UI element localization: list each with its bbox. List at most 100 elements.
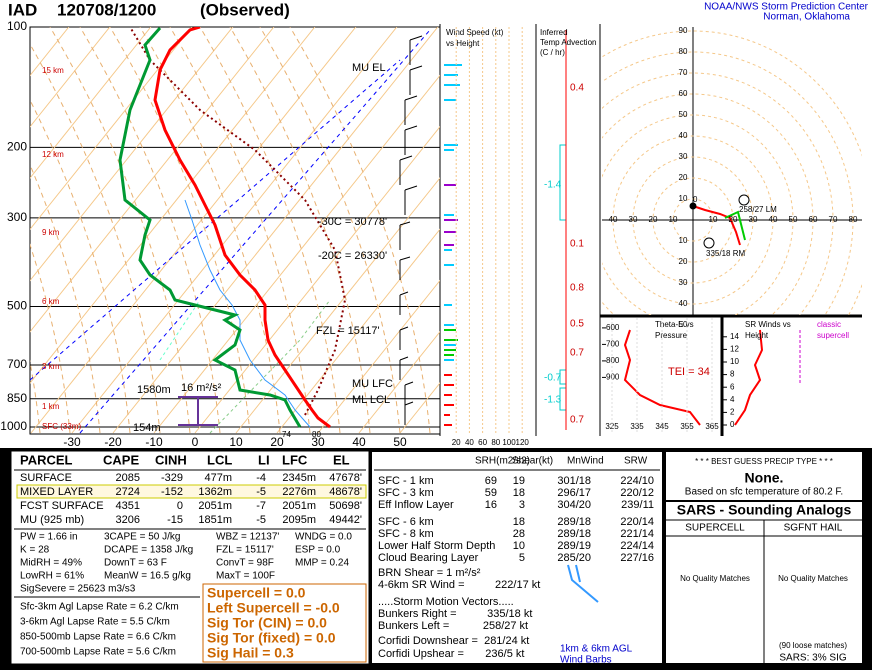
- annotation: 80: [312, 430, 321, 439]
- isotherm: [30, 27, 316, 384]
- label: 4: [730, 395, 735, 404]
- label: K = 28: [20, 545, 50, 556]
- label: SURFACE: [20, 472, 72, 484]
- label: WBZ = 12137': [216, 532, 279, 543]
- label: 285/20: [557, 552, 591, 564]
- label: 60: [679, 89, 688, 98]
- label: 12 km: [42, 150, 64, 159]
- label: Left Supercell = -0.0: [207, 600, 340, 616]
- label: 9 km: [42, 228, 60, 237]
- dry-adiabat: [49, 27, 191, 434]
- label: SFC - 8 km: [378, 528, 434, 540]
- label: 220/12: [620, 487, 654, 499]
- label: 1851m: [198, 514, 232, 526]
- dry-adiabat: [30, 163, 101, 434]
- label: 700-500mb Lapse Rate = 5.6 C/km: [20, 647, 176, 658]
- sars-sig: SARS: 3% SIG: [779, 653, 846, 664]
- panel-note: supercell: [817, 331, 849, 340]
- label: 227/16: [620, 552, 654, 564]
- label: 224/14: [620, 540, 654, 552]
- hodo-trace: [689, 194, 750, 249]
- label: 289/19: [557, 540, 591, 552]
- label: 100: [502, 438, 516, 447]
- label: 70: [679, 68, 688, 77]
- dewpoint: [118, 27, 302, 428]
- annotation: MU EL: [352, 62, 386, 74]
- label: Corfidi Downshear = 281/24 kt: [378, 635, 529, 647]
- label: 60: [809, 215, 818, 224]
- label: 2724: [116, 486, 140, 498]
- isotherm: [317, 279, 440, 434]
- hodo-origin: 0: [693, 195, 698, 204]
- label: 2051m: [198, 500, 232, 512]
- panel-title: Pressure: [655, 331, 688, 340]
- label: 0.1: [570, 239, 584, 250]
- label: 304/20: [557, 499, 591, 511]
- isotherm: [112, 27, 439, 434]
- label: 2345m: [282, 472, 316, 484]
- wind-speed-bars: [444, 64, 462, 426]
- label: 500: [7, 299, 27, 313]
- label: 700: [7, 357, 27, 371]
- isotherm: [276, 228, 440, 434]
- label: MnWind: [567, 456, 604, 467]
- label: 15 km: [42, 66, 64, 75]
- dry-adiabat: [30, 243, 71, 434]
- temp-advection-bars: [559, 144, 566, 411]
- label: SFC (33m): [42, 422, 81, 431]
- org: NOAA/NWS Storm Prediction Center: [704, 2, 869, 13]
- label: 90: [679, 26, 688, 35]
- label: Sfc-3km Agl Lapse Rate = 6.2 C/km: [20, 602, 179, 613]
- label: 0.4: [570, 83, 584, 94]
- label: 3: [519, 499, 525, 511]
- label: BRN Shear = 1 m²/s²: [378, 567, 481, 579]
- label: Supercell = 0.0: [207, 585, 306, 601]
- label: 28: [513, 528, 525, 540]
- isotherm: [71, 27, 398, 434]
- label: -20: [104, 435, 122, 449]
- label: 10: [513, 540, 525, 552]
- label: 1 km: [42, 402, 60, 411]
- label: 18: [513, 487, 525, 499]
- label: 59: [485, 487, 497, 499]
- sars-loose: (90 loose matches): [779, 641, 847, 650]
- skewt-annotations: MU EL -30C = 30778' -20C = 26330' FZL = …: [133, 62, 393, 439]
- label: 220/14: [620, 516, 654, 528]
- label: -329: [161, 472, 183, 484]
- wind-barbs: [399, 35, 423, 425]
- label: LCL: [207, 452, 232, 467]
- label: CINH: [155, 452, 187, 467]
- dry-adiabat: [229, 27, 371, 434]
- annotation: 74: [282, 430, 291, 439]
- ring: [632, 156, 754, 284]
- label: 224/10: [620, 475, 654, 487]
- label: 6 km: [42, 297, 60, 306]
- label: 0: [177, 500, 183, 512]
- isotherm: [235, 177, 440, 434]
- parcel-trace: [129, 27, 347, 416]
- label: 16: [485, 499, 497, 511]
- label: LowRH = 61%: [20, 571, 84, 582]
- label: 0: [192, 435, 199, 449]
- label: DownT = 63 F: [104, 558, 167, 569]
- label: 40: [769, 215, 778, 224]
- label: 477m: [204, 472, 232, 484]
- station: IAD: [8, 0, 37, 19]
- isotherm: [194, 125, 440, 434]
- ring: [602, 93, 814, 315]
- sars-result: No Quality Matches: [680, 574, 750, 583]
- label: -5: [256, 514, 266, 526]
- label: 3206: [116, 514, 140, 526]
- label: 10: [730, 357, 739, 366]
- label: 0.5: [570, 319, 584, 330]
- panel-title: (C / hr): [540, 48, 565, 57]
- panel-title: Theta-E vs: [655, 320, 694, 329]
- label: 40: [352, 435, 366, 449]
- label: CAPE: [103, 452, 139, 467]
- label: MeanW = 16.5 g/kg: [104, 571, 191, 582]
- label: -10: [145, 435, 163, 449]
- label: 5: [519, 552, 525, 564]
- label: LI: [258, 452, 270, 467]
- label: 20: [452, 438, 461, 447]
- label: 2051m: [282, 500, 316, 512]
